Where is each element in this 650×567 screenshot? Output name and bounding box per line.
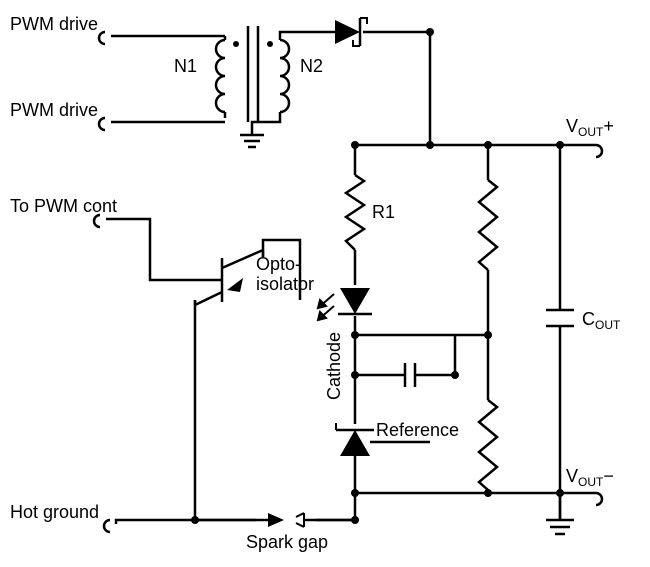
label-reference: Reference <box>376 420 459 440</box>
label-hot-ground: Hot ground <box>10 502 99 522</box>
label-spark-gap: Spark gap <box>246 532 328 552</box>
circuit-diagram: PWM drive PWM drive N1 N2 R1 To PWM cont… <box>0 0 650 567</box>
opto-led <box>318 288 372 320</box>
label-pwm-cont: To PWM cont <box>10 196 117 216</box>
term-hot-ground <box>104 520 110 532</box>
ground-out <box>546 493 574 534</box>
term-pwm-drive-bot <box>99 118 105 130</box>
label-n2: N2 <box>300 56 323 76</box>
schottky-diode <box>335 18 367 46</box>
terminals <box>94 32 602 532</box>
label-opto2: isolator <box>256 274 314 294</box>
label-n1: N1 <box>174 56 197 76</box>
term-pwm-drive-top <box>99 32 105 44</box>
label-r1: R1 <box>372 202 395 222</box>
spark-gap-final <box>195 510 355 530</box>
resistor-div-top <box>479 180 497 270</box>
resistor-r1 <box>346 175 364 250</box>
labels: PWM drive PWM drive N1 N2 R1 To PWM cont… <box>10 14 621 552</box>
label-cout: COUT <box>582 309 621 332</box>
label-pwm-drive-top: PWM drive <box>10 14 98 34</box>
ground-xfmr <box>240 135 264 147</box>
label-vout-minus: VOUT− <box>566 466 614 489</box>
transistor <box>195 250 263 305</box>
term-vout-minus <box>596 493 602 505</box>
label-vout-plus: VOUT+ <box>566 116 614 139</box>
label-cathode: Cathode <box>324 332 344 400</box>
resistor-div-bot <box>479 400 497 490</box>
label-opto1: Opto- <box>256 254 301 274</box>
capacitor-small <box>405 363 425 387</box>
term-vout-plus <box>596 145 602 157</box>
label-pwm-drive-bot: PWM drive <box>10 100 98 120</box>
term-pwm-cont <box>94 215 100 227</box>
capacitor-cout <box>546 310 574 326</box>
transformer <box>216 26 289 122</box>
